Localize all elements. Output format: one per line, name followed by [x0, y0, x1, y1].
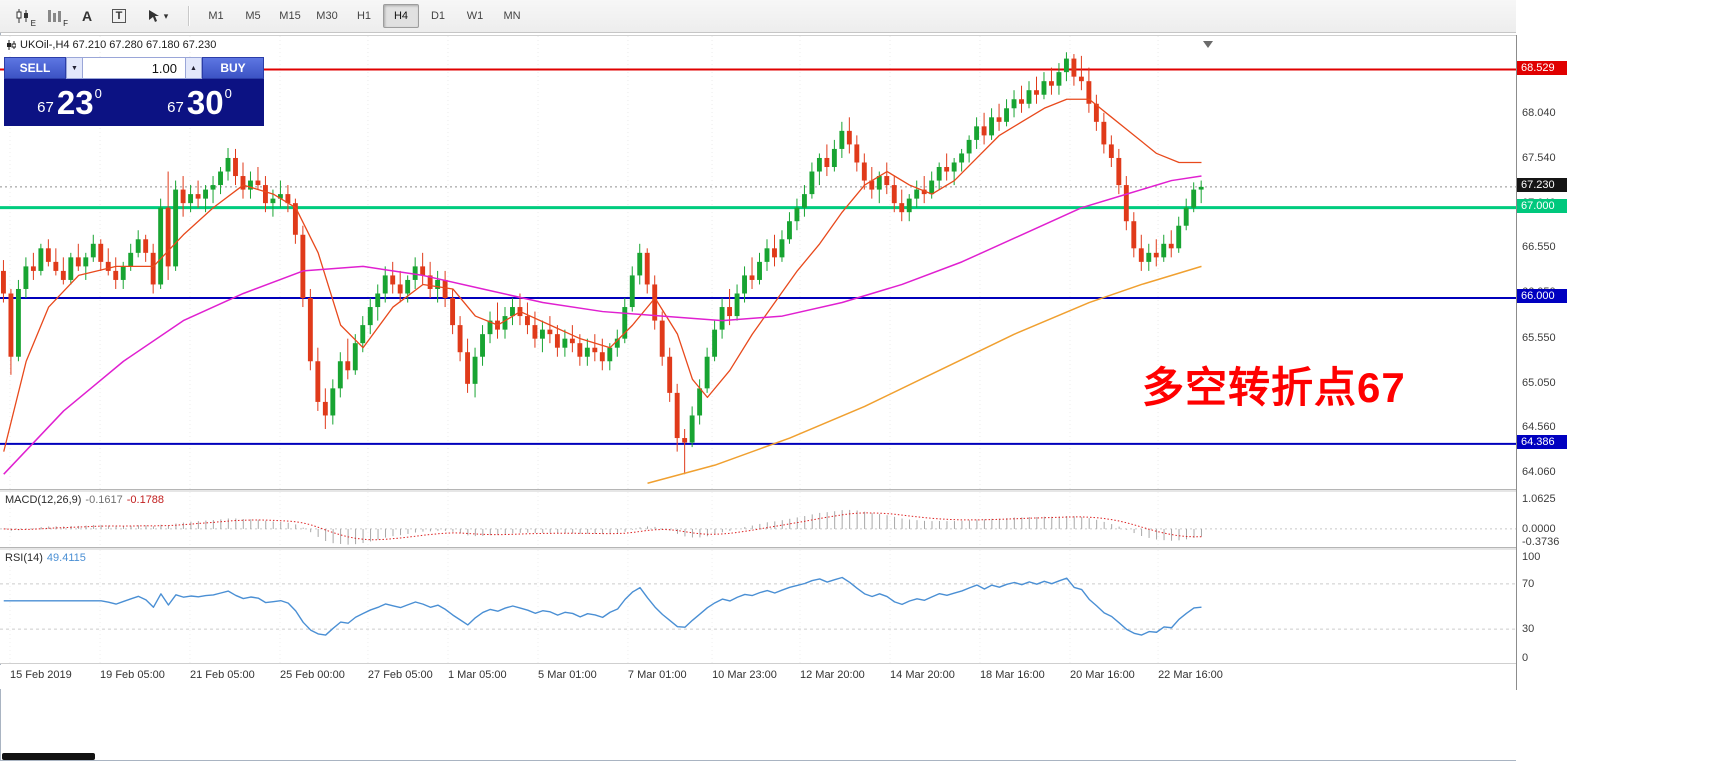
- bid-pips: 23: [56, 84, 94, 121]
- icon-badge: F: [63, 19, 68, 28]
- one-click-trade-panel: SELL ▼ ▲ BUY 67 23 0 67 30 0: [4, 57, 264, 126]
- ask-int: 67: [167, 99, 184, 116]
- chart-shift-marker[interactable]: [1203, 41, 1213, 48]
- timeframe-m1[interactable]: M1: [208, 10, 224, 22]
- timeframe-m5[interactable]: M5: [245, 10, 261, 22]
- time-axis-label: 14 Mar 20:00: [890, 669, 955, 681]
- time-axis-label: 27 Feb 05:00: [367, 669, 433, 681]
- macd-panel[interactable]: MACD(12,26,9) -0.1617 -0.1788: [0, 492, 1516, 547]
- rsi-canvas: [0, 550, 1516, 663]
- font-icon: A: [81, 8, 93, 24]
- time-axis-label: 19 Feb 05:00: [100, 669, 165, 681]
- bid-int: 67: [37, 99, 54, 116]
- time-axis-label: 21 Feb 05:00: [189, 669, 255, 681]
- rsi-axis-label: 30: [1522, 623, 1535, 636]
- taskbar-fragment: [2, 753, 95, 760]
- timeframe-group: M1 M5 M15 M30 H1 H4 D1 W1 MN: [198, 4, 531, 28]
- price-chart-panel[interactable]: UKOil-,H4 67.210 67.280 67.180 67.230 SE…: [0, 35, 1516, 490]
- price-axis-label: 67.540: [1522, 151, 1556, 164]
- macd-value-signal: -0.1788: [126, 494, 165, 506]
- price-axis[interactable]: 68.04067.54067.04066.55066.05065.55065.0…: [1516, 0, 1728, 761]
- rsi-panel[interactable]: RSI(14) 49.4115: [0, 550, 1516, 663]
- macd-axis-label: 0.0000: [1522, 522, 1556, 535]
- caret-up-icon: ▲: [190, 64, 197, 72]
- rsi-axis-label: 0: [1522, 652, 1529, 664]
- sell-button[interactable]: SELL: [4, 57, 66, 79]
- time-axis-label: 18 Mar 16:00: [979, 669, 1045, 681]
- bar-chart-icon: [48, 10, 61, 22]
- timeframe-w1[interactable]: W1: [466, 10, 484, 22]
- time-axis-label: 10 Mar 23:00: [712, 669, 777, 681]
- chart-annotation: 多空转折点67: [1142, 364, 1406, 411]
- time-axis-label: 7 Mar 01:00: [627, 669, 687, 681]
- symbol-info: UKOil-,H4 67.210 67.280 67.180 67.230: [6, 39, 216, 51]
- time-axis-label: 5 Mar 01:00: [538, 669, 597, 681]
- price-level-badge: 66.000: [1517, 289, 1567, 303]
- timeframe-h4[interactable]: H4: [383, 4, 419, 28]
- macd-axis-label: -0.3736: [1522, 535, 1560, 548]
- timeframe-mn[interactable]: MN: [503, 10, 521, 22]
- time-axis-label: 25 Feb 00:00: [280, 669, 345, 681]
- buy-button[interactable]: BUY: [202, 57, 264, 79]
- price-axis-label: 68.040: [1522, 106, 1556, 119]
- price-axis-label: 64.560: [1522, 421, 1556, 434]
- volume-down-button[interactable]: ▼: [66, 57, 83, 79]
- rsi-name: RSI(14): [5, 552, 43, 564]
- bid-frac: 0: [94, 86, 102, 101]
- macd-value-main: -0.1617: [85, 494, 123, 506]
- textbox-icon: T: [111, 9, 127, 23]
- textbox-button[interactable]: T: [104, 3, 134, 29]
- price-axis-label: 66.550: [1522, 241, 1556, 254]
- ask-frac: 0: [224, 86, 232, 101]
- bid-price: 67 23 0: [4, 79, 134, 126]
- drawing-tools-icon: [148, 10, 159, 22]
- caret-down-icon: ▼: [71, 64, 78, 72]
- icon-badge: E: [30, 19, 36, 28]
- toolbar-separator: [188, 6, 190, 26]
- macd-canvas: [0, 492, 1516, 547]
- timeframe-m15[interactable]: M15: [279, 10, 301, 22]
- ask-pips: 30: [186, 84, 224, 121]
- price-axis-label: 65.050: [1522, 376, 1556, 389]
- volume-up-button[interactable]: ▲: [185, 57, 202, 79]
- macd-axis-label: 1.0625: [1522, 493, 1556, 505]
- macd-name: MACD(12,26,9): [5, 494, 82, 506]
- bid-ask-display: 67 23 0 67 30 0: [4, 79, 264, 126]
- candlestick-chart-button[interactable]: E: [8, 3, 38, 29]
- bar-chart-button[interactable]: F: [40, 3, 70, 29]
- time-axis-label: 15 Feb 2019: [10, 669, 72, 681]
- price-axis-label: 64.060: [1522, 466, 1556, 479]
- time-axis[interactable]: 15 Feb 2019 19 Feb 05:00 21 Feb 05:00 25 Fe…: [0, 665, 1516, 689]
- price-axis-label: 65.550: [1522, 331, 1556, 344]
- price-level-badge: 68.529: [1517, 60, 1567, 75]
- timeframe-h1[interactable]: H1: [356, 10, 372, 22]
- time-axis-label: 12 Mar 20:00: [799, 669, 865, 681]
- panel-splitter: [0, 663, 1728, 664]
- chevron-down-icon: ▾: [163, 10, 169, 21]
- rsi-value: 49.4115: [46, 552, 86, 564]
- time-axis-label: 22 Mar 16:00: [1158, 669, 1223, 681]
- macd-label: MACD(12,26,9) -0.1617 -0.1788: [5, 494, 164, 506]
- rsi-label: RSI(14) 49.4115: [5, 552, 86, 564]
- price-level-badge: 64.386: [1517, 434, 1567, 449]
- font-button[interactable]: A: [72, 3, 102, 29]
- toolbar: E F A T ▾ M1 M5 M15 M30 H1 H4 D1 W1 MN: [0, 0, 1728, 33]
- volume-input[interactable]: [83, 57, 185, 79]
- timeframe-d1[interactable]: D1: [430, 10, 446, 22]
- axis-divider: [1516, 35, 1517, 690]
- time-axis-label: 1 Mar 05:00: [447, 669, 507, 681]
- price-level-badge: 67.000: [1517, 198, 1567, 213]
- symbol-icon: [7, 40, 16, 50]
- rsi-axis-label: 70: [1522, 577, 1535, 590]
- candlestick-chart-icon: [16, 9, 28, 23]
- rsi-axis-label: 100: [1522, 551, 1541, 563]
- time-axis-label: 20 Mar 16:00: [1069, 669, 1135, 681]
- price-level-badge: 67.230: [1517, 177, 1567, 192]
- drawing-tools-button[interactable]: ▾: [136, 3, 178, 29]
- price-chart-canvas[interactable]: [0, 36, 1516, 490]
- ask-price: 67 30 0: [134, 79, 264, 126]
- symbol-ohlc-text: UKOil-,H4 67.210 67.280 67.180 67.230: [20, 39, 217, 51]
- timeframe-m30[interactable]: M30: [316, 10, 338, 22]
